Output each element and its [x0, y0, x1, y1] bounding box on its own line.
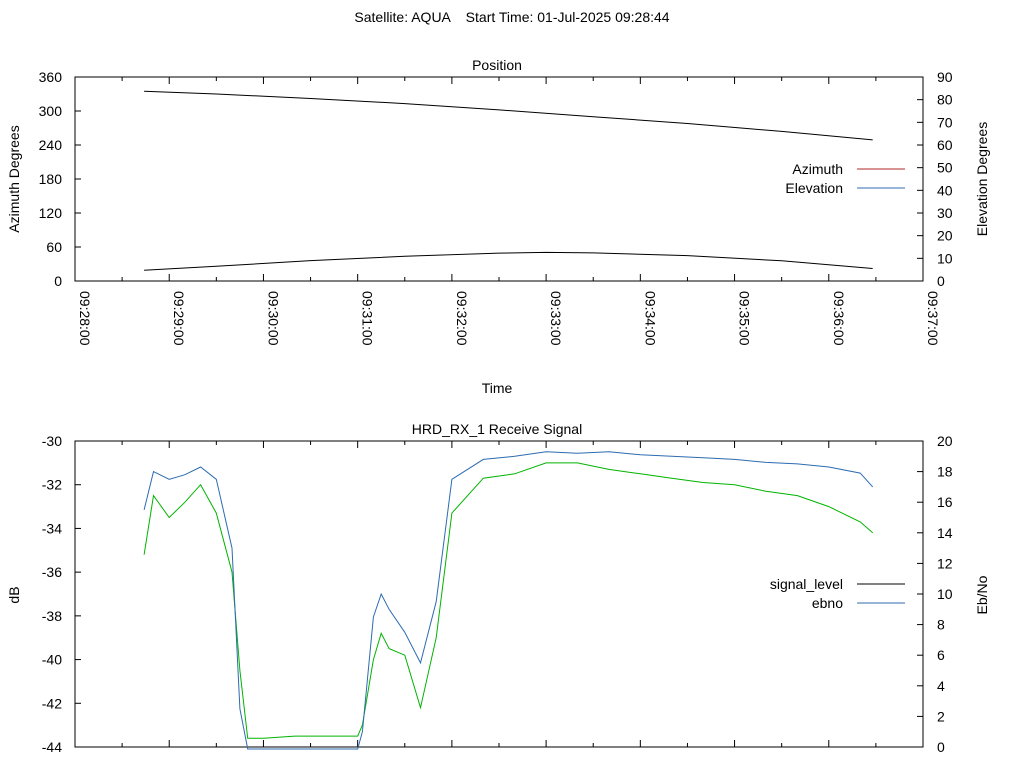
position-plot-frame: [74, 76, 924, 282]
legend-label-ebno: ebno: [812, 595, 843, 611]
x-tick-label: 09:35:00: [737, 291, 753, 346]
series-line-elevation: [144, 251, 873, 271]
y2-tick-label: 50: [937, 160, 953, 176]
series-line-azimuth: [144, 90, 873, 141]
y-tick-label: 180: [39, 171, 63, 187]
y-tick-label: -32: [42, 477, 62, 493]
position-xlabel: Time: [482, 380, 513, 396]
x-tick-label: 09:28:00: [77, 291, 93, 346]
x-tick-label: 09:37:00: [925, 291, 941, 346]
position-title: Position: [472, 57, 522, 73]
position-y2label: Elevation Degrees: [974, 122, 990, 236]
y2-tick-label: 60: [937, 137, 953, 153]
x-tick-label: 09:31:00: [360, 291, 376, 346]
y2-tick-label: 14: [937, 525, 953, 541]
y-tick-label: -38: [42, 608, 62, 624]
position-series: [144, 90, 873, 271]
x-tick-label: 09:29:00: [171, 291, 187, 346]
y2-tick-label: 16: [937, 494, 953, 510]
signal-y2label: Eb/No: [974, 575, 990, 614]
series-line-ebno: [143, 451, 874, 750]
signal-ticks: -44 -42 -40 -38 -36 -34 -32 -30 0 2 4 6 8 10 12 14 16 18 2…: [42, 433, 953, 755]
y-tick-label: 300: [39, 103, 63, 119]
series-line-signal-level: [143, 462, 874, 739]
position-legend: Azimuth Elevation: [785, 161, 905, 196]
x-tick-label: 09:30:00: [265, 291, 281, 346]
y-tick-label: -30: [42, 433, 62, 449]
signal-title: HRD_RX_1 Receive Signal: [412, 421, 582, 437]
y2-tick-label: 80: [937, 92, 953, 108]
y-tick-label: 120: [39, 205, 63, 221]
x-tick-label: 09:32:00: [454, 291, 470, 346]
y-tick-label: -42: [42, 695, 62, 711]
y-tick-label: 0: [54, 273, 62, 289]
y2-tick-label: 10: [937, 586, 953, 602]
y2-tick-label: 40: [937, 182, 953, 198]
x-tick-label: 09:33:00: [548, 291, 564, 346]
y2-tick-label: 30: [937, 205, 953, 221]
y2-tick-label: 90: [937, 69, 953, 85]
position-chart: Position Azimuth Degrees Elevation Degre…: [6, 57, 990, 396]
main-title: Satellite: AQUA Start Time: 01-Jul-2025 …: [354, 9, 670, 25]
y2-tick-label: 4: [937, 678, 945, 694]
signal-chart: HRD_RX_1 Receive Signal dB Eb/No -44-42-…: [6, 421, 990, 755]
y2-tick-label: 12: [937, 555, 953, 571]
legend-label-elevation: Elevation: [785, 180, 843, 196]
y2-tick-label: 0: [937, 273, 945, 289]
signal-ylabel: dB: [6, 586, 22, 603]
y-tick-label: -40: [42, 652, 62, 668]
y2-tick-label: 2: [937, 708, 945, 724]
y-tick-label: -34: [42, 520, 62, 536]
legend-label-signal-level: signal_level: [770, 576, 843, 592]
position-ylabel: Azimuth Degrees: [6, 125, 22, 232]
legend-label-azimuth: Azimuth: [792, 161, 843, 177]
y2-tick-label: 8: [937, 617, 945, 633]
y-tick-label: -36: [42, 564, 62, 580]
signal-legend: signal_level ebno: [770, 576, 905, 611]
y2-tick-label: 20: [937, 433, 953, 449]
y2-tick-label: 0: [937, 739, 945, 755]
y2-tick-label: 18: [937, 464, 953, 480]
y2-tick-label: 70: [937, 114, 953, 130]
x-tick-label: 09:34:00: [642, 291, 658, 346]
y2-tick-label: 20: [937, 228, 953, 244]
x-tick-label: 09:36:00: [831, 291, 847, 346]
position-ticks: 0 60 120 180 240 300 360 0 10 20 30 40 50 60 70 80 90 09:…: [39, 69, 953, 346]
y-tick-label: -44: [42, 739, 62, 755]
y-tick-label: 240: [39, 137, 63, 153]
y2-tick-label: 10: [937, 250, 953, 266]
signal-series: [143, 451, 874, 750]
y-tick-label: 60: [46, 239, 62, 255]
y2-tick-label: 6: [937, 647, 945, 663]
y-tick-label: 360: [39, 69, 63, 85]
